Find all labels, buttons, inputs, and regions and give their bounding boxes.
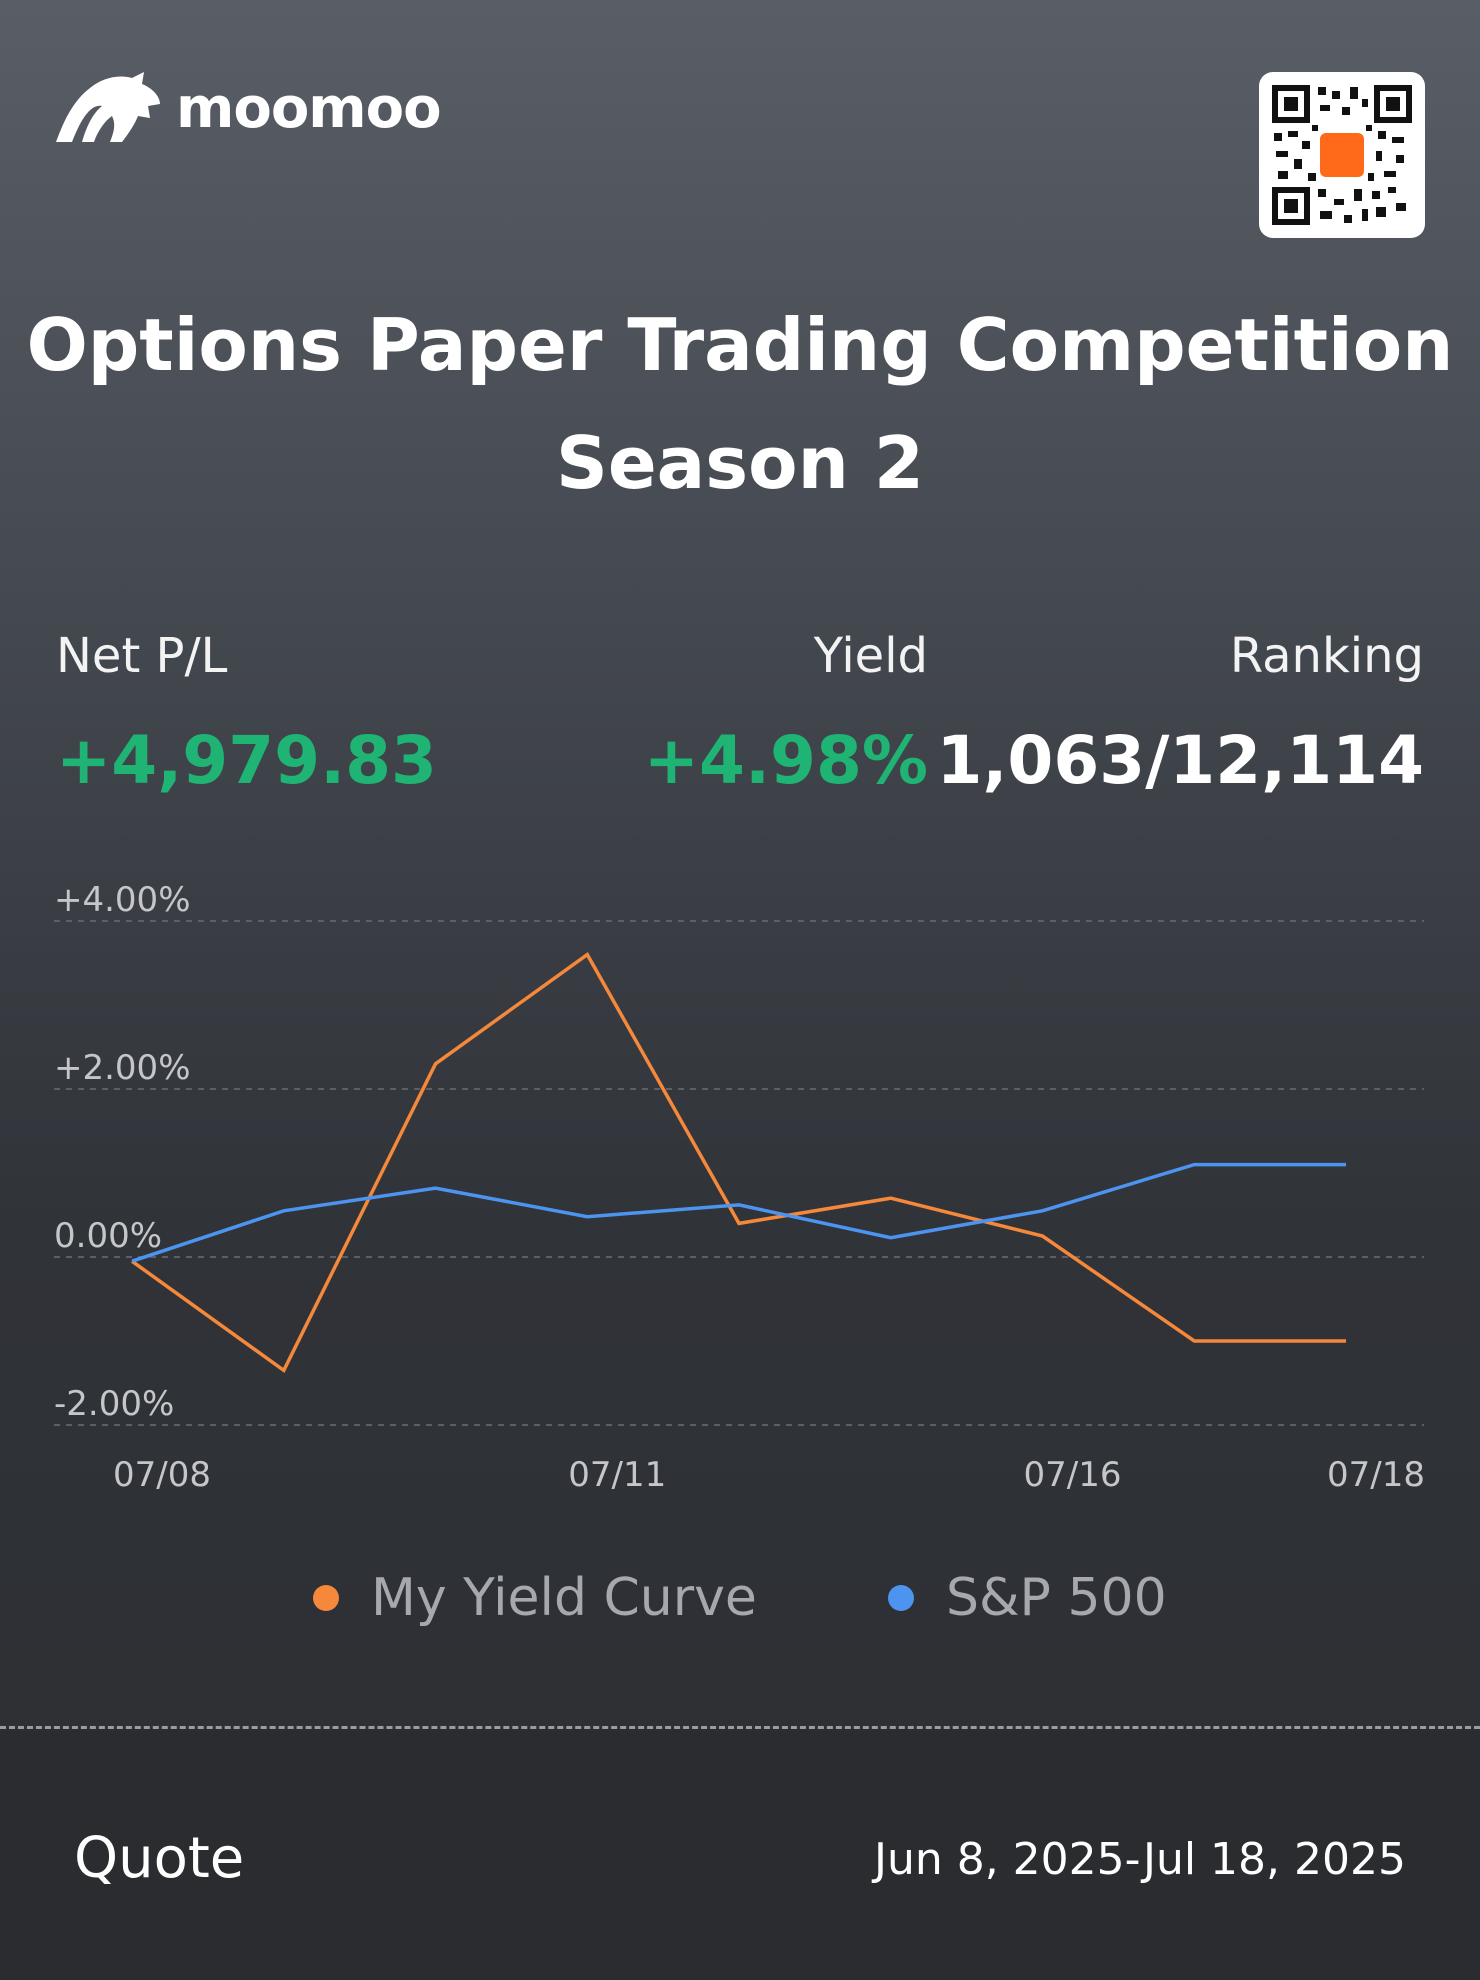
series-line-sp500 xyxy=(131,1162,1346,1263)
qr-code-icon xyxy=(1259,72,1425,238)
quote-label: Quote xyxy=(74,1826,245,1891)
title-line-1: Options Paper Trading Competition xyxy=(26,303,1454,387)
y-tick-label: +4.00% xyxy=(54,880,191,920)
ranking-label: Ranking xyxy=(1229,628,1424,684)
net-pl-value: +4,979.83 xyxy=(56,722,437,799)
legend-item-my-yield-curve: My Yield Curve xyxy=(313,1568,757,1628)
y-tick-label: -2.00% xyxy=(54,1384,174,1424)
yield-value: +4.98% xyxy=(643,722,928,799)
legend-label: My Yield Curve xyxy=(371,1568,757,1628)
x-tick-label: 07/08 xyxy=(113,1455,211,1490)
qr-logo-badge xyxy=(1316,129,1368,181)
divider xyxy=(0,1726,1480,1729)
series-line-my-yield-curve xyxy=(130,952,1346,1374)
footer xyxy=(0,1729,1480,1980)
net-pl-label: Net P/L xyxy=(56,628,228,684)
brand: moomoo xyxy=(52,70,442,146)
title-line-2: Season 2 xyxy=(555,421,924,505)
page-title: Options Paper Trading Competition Season… xyxy=(0,286,1480,522)
yield-chart: +4.00% +2.00% 0.00% -2.00% 07/08 07/11 07/16 07… xyxy=(54,880,1425,1490)
ranking-value: 1,063/12,114 xyxy=(936,722,1424,799)
y-tick-label: +2.00% xyxy=(54,1048,191,1088)
legend-label: S&P 500 xyxy=(946,1568,1167,1628)
x-tick-label: 07/11 xyxy=(568,1455,666,1490)
legend-dot-blue xyxy=(888,1585,914,1611)
date-range: Jun 8, 2025-Jul 18, 2025 xyxy=(873,1834,1406,1885)
x-tick-label: 07/18 xyxy=(1327,1455,1425,1490)
legend-item-sp500: S&P 500 xyxy=(888,1568,1167,1628)
bull-logo-icon xyxy=(56,72,160,142)
x-tick-label: 07/16 xyxy=(1024,1455,1122,1490)
legend-dot-orange xyxy=(313,1585,339,1611)
yield-label: Yield xyxy=(813,628,928,684)
brand-name: moomoo xyxy=(176,75,442,141)
y-tick-label: 0.00% xyxy=(54,1216,162,1256)
